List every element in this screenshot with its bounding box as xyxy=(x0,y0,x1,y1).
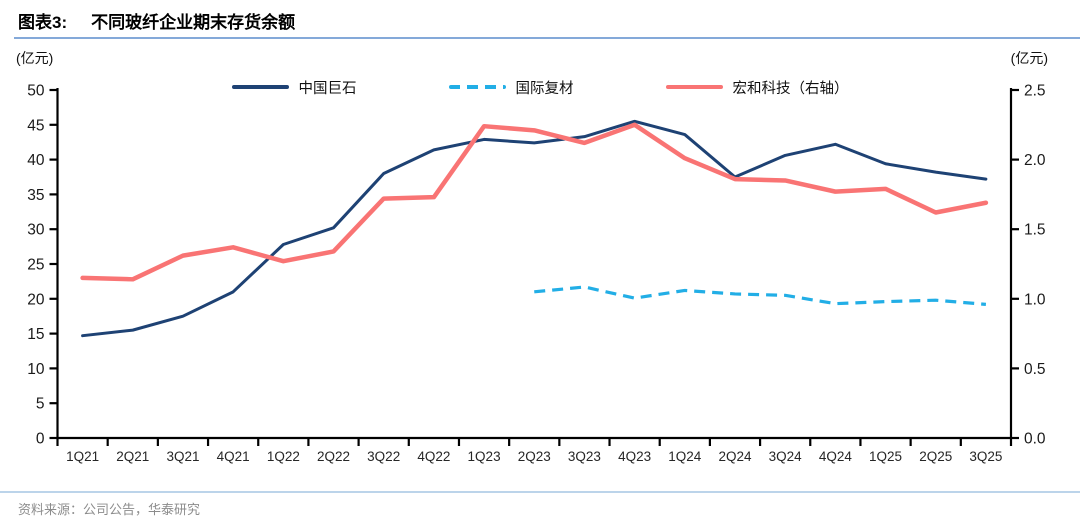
y-axis-left-label: 35 xyxy=(27,187,44,204)
x-axis-label: 3Q25 xyxy=(969,449,1002,464)
y-axis-right-label: 2.5 xyxy=(1024,83,1046,100)
x-axis-label: 2Q25 xyxy=(919,449,952,464)
x-axis-label: 4Q21 xyxy=(217,449,250,464)
series-line-1 xyxy=(534,285,987,306)
y-axis-left-label: 50 xyxy=(27,83,45,100)
right-axis-unit: (亿元) xyxy=(1010,50,1048,66)
header-divider xyxy=(14,37,1080,39)
y-axis-left-label: 15 xyxy=(27,326,44,343)
x-axis-label: 2Q21 xyxy=(116,449,149,464)
x-axis-label: 4Q22 xyxy=(417,449,450,464)
y-axis-right-label: 2.0 xyxy=(1024,152,1046,169)
legend-item-2: 宏和科技（右轴） xyxy=(665,77,849,98)
y-axis-left-label: 20 xyxy=(27,291,45,308)
figure-tag: 图表3: xyxy=(18,13,68,32)
chart-legend: 中国巨石 国际复材 宏和科技（右轴） xyxy=(0,76,1080,98)
x-axis-label: 2Q22 xyxy=(317,449,350,464)
footer-divider xyxy=(0,491,1080,493)
chart-header: 图表3: 不同玻纤企业期末存货余额 xyxy=(18,8,295,33)
legend-item-1: 国际复材 xyxy=(448,77,574,98)
series-line-2 xyxy=(80,122,989,282)
x-axis-label: 1Q22 xyxy=(267,449,300,464)
y-axis-left-label: 45 xyxy=(27,117,44,134)
x-axis-label: 3Q23 xyxy=(568,449,601,464)
y-axis-left-label: 30 xyxy=(27,222,45,239)
y-axis-left-label: 0 xyxy=(36,431,45,448)
x-axis-label: 4Q24 xyxy=(819,449,853,464)
y-axis-left-label: 40 xyxy=(27,152,45,169)
legend-marker-dashed-icon xyxy=(448,85,506,89)
legend-label: 宏和科技（右轴） xyxy=(732,80,849,97)
y-axis-right-label: 0.5 xyxy=(1024,361,1046,378)
left-axis-unit: (亿元) xyxy=(16,50,54,66)
x-axis-label: 3Q22 xyxy=(367,449,400,464)
y-axis-left-label: 5 xyxy=(36,396,45,413)
x-axis-label: 1Q24 xyxy=(668,449,702,464)
series-line-0 xyxy=(81,119,988,338)
y-axis-right-label: 1.0 xyxy=(1024,291,1046,308)
x-axis-label: 2Q23 xyxy=(518,449,551,464)
x-axis-label: 4Q23 xyxy=(618,449,651,464)
legend-marker-line-icon xyxy=(231,85,289,89)
source-note: 资料来源：公司公告，华泰研究 xyxy=(18,502,201,517)
y-axis-left-label: 25 xyxy=(27,257,44,274)
y-axis-right-label: 0.0 xyxy=(1024,431,1046,448)
x-axis-label: 2Q24 xyxy=(718,449,752,464)
x-axis-label: 1Q25 xyxy=(869,449,902,464)
x-axis-label: 3Q24 xyxy=(769,449,803,464)
x-axis-label: 1Q23 xyxy=(468,449,501,464)
y-axis-right-label: 1.5 xyxy=(1024,222,1046,239)
legend-label: 国际复材 xyxy=(515,80,574,97)
legend-marker-line-icon xyxy=(665,84,723,90)
page-title: 不同玻纤企业期末存货余额 xyxy=(91,13,296,32)
y-axis-left-label: 10 xyxy=(27,361,45,378)
x-axis-label: 3Q21 xyxy=(166,449,199,464)
legend-item-0: 中国巨石 xyxy=(231,77,357,98)
x-axis-label: 1Q21 xyxy=(66,449,99,464)
legend-label: 中国巨石 xyxy=(298,80,357,97)
